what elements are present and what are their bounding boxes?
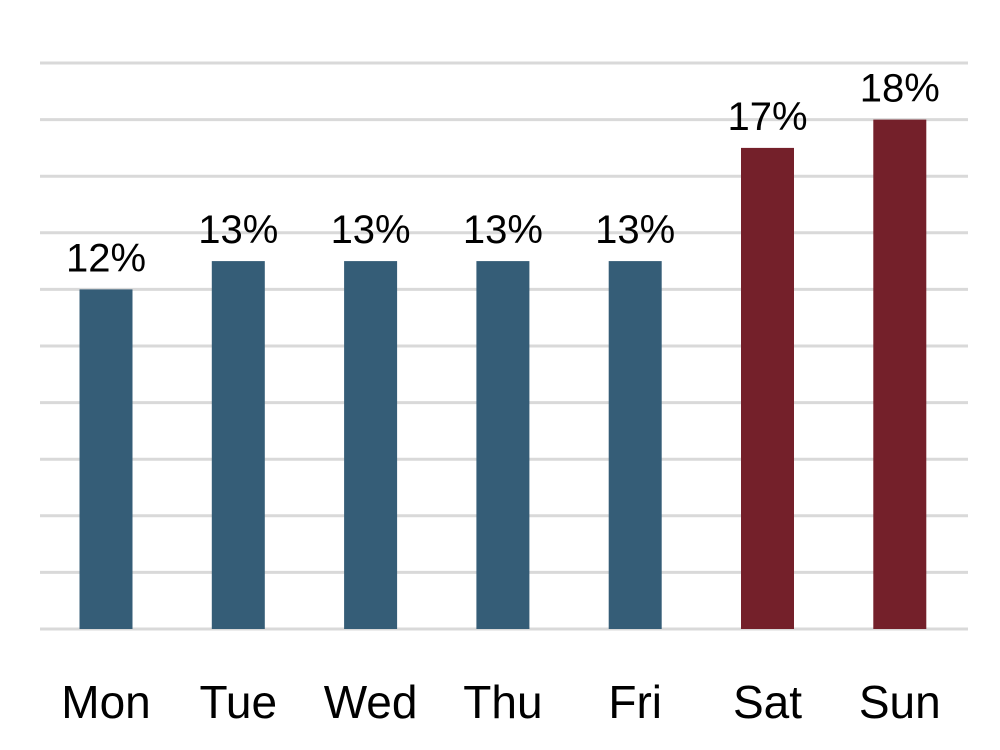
data-label-tue: 13%: [198, 208, 278, 252]
bar-wed: [344, 261, 398, 629]
x-tick-label-thu: Thu: [463, 676, 542, 728]
data-label-sun: 18%: [860, 67, 940, 111]
data-labels: 12% 13% 13% 13% 13% 17% 18%: [66, 67, 940, 281]
data-label-fri: 13%: [595, 208, 675, 252]
data-label-sat: 17%: [727, 95, 807, 139]
x-tick-label-sun: Sun: [859, 676, 941, 728]
bars: [79, 119, 927, 629]
data-label-mon: 12%: [66, 236, 146, 280]
bar-sat: [741, 147, 794, 629]
x-tick-label-tue: Tue: [200, 676, 278, 728]
bar-sun: [873, 119, 927, 629]
x-tick-label-wed: Wed: [324, 676, 418, 728]
x-tick-label-mon: Mon: [61, 676, 150, 728]
x-tick-label-sat: Sat: [733, 676, 802, 728]
data-label-thu: 13%: [463, 208, 543, 252]
x-axis-tick-labels: Mon Tue Wed Thu Fri Sat Sun: [61, 676, 940, 728]
bar-fri: [608, 261, 662, 629]
bar-thu: [476, 261, 530, 629]
bar-mon: [79, 289, 133, 629]
x-tick-label-fri: Fri: [608, 676, 662, 728]
data-label-wed: 13%: [331, 208, 411, 252]
bar-tue: [211, 261, 265, 629]
